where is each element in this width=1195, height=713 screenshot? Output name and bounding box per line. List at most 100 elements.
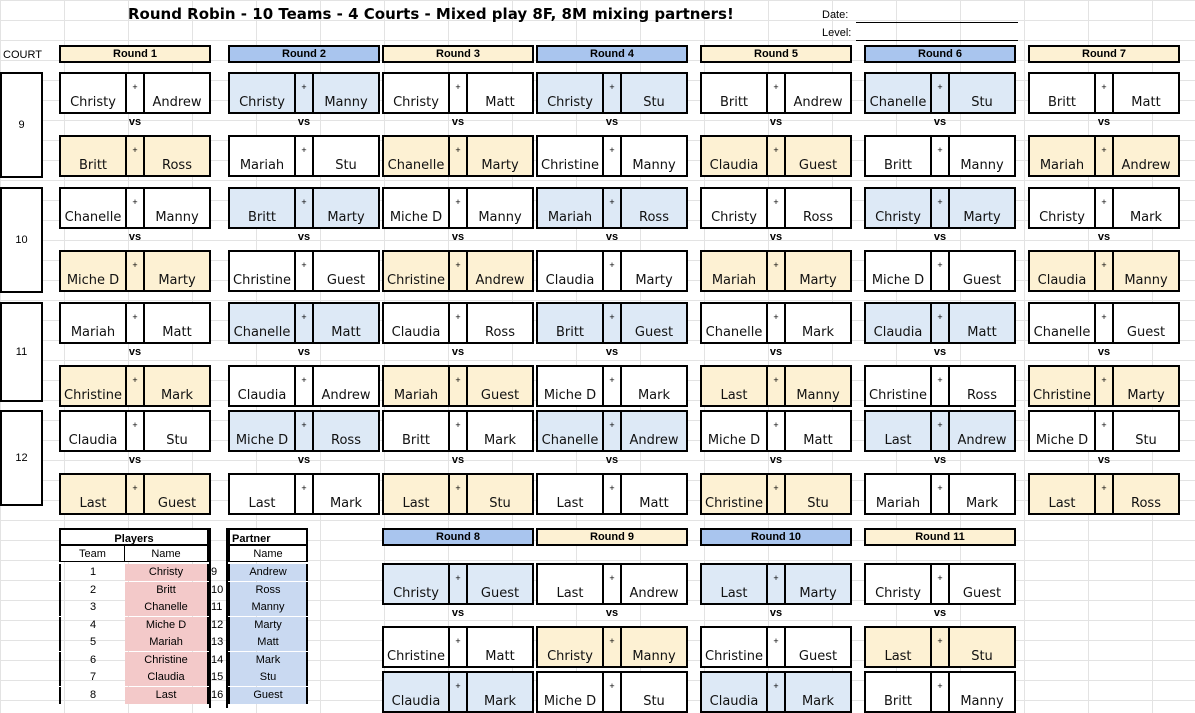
- player-name[interactable]: Mariah: [702, 252, 768, 290]
- player-name[interactable]: Chanelle: [61, 189, 127, 227]
- player-name[interactable]: Britt: [61, 137, 127, 175]
- player-name[interactable]: Andrew: [620, 412, 686, 450]
- player-name[interactable]: Christy: [230, 74, 296, 112]
- player-name[interactable]: Ross: [948, 367, 1014, 405]
- player-name[interactable]: Andrew: [948, 412, 1014, 450]
- player-name[interactable]: Matt: [948, 304, 1014, 342]
- player-name[interactable]: Manny: [620, 137, 686, 175]
- player-name[interactable]: Manny: [948, 137, 1014, 175]
- player-name[interactable]: Matt: [466, 628, 532, 666]
- player-name[interactable]: Christy: [538, 628, 604, 666]
- player-name[interactable]: Mariah: [866, 475, 932, 513]
- player-name[interactable]: Britt: [866, 673, 932, 711]
- player-name[interactable]: Manny: [784, 367, 850, 405]
- player-name[interactable]: Mark: [620, 367, 686, 405]
- player-name[interactable]: Mariah: [1030, 137, 1096, 175]
- player-name[interactable]: Last: [702, 565, 768, 603]
- player-name[interactable]: Mark: [784, 304, 850, 342]
- player-name[interactable]: Matt: [784, 412, 850, 450]
- player-name[interactable]: Chanelle: [230, 304, 296, 342]
- player-name[interactable]: Andrew: [143, 74, 209, 112]
- player-name[interactable]: Matt: [143, 304, 209, 342]
- player-name[interactable]: Stu: [620, 673, 686, 711]
- player-name[interactable]: Britt: [866, 137, 932, 175]
- player-name[interactable]: Christy: [384, 565, 450, 603]
- date-field[interactable]: [856, 22, 1018, 23]
- player-name[interactable]: Stu: [466, 475, 532, 513]
- player-name[interactable]: Matt: [466, 74, 532, 112]
- player-name[interactable]: Guest: [143, 475, 209, 513]
- player-name[interactable]: Claudia: [866, 304, 932, 342]
- player-name[interactable]: Guest: [948, 252, 1014, 290]
- player-name[interactable]: Marty: [784, 252, 850, 290]
- player-name[interactable]: Stu: [143, 412, 209, 450]
- player-name[interactable]: Britt: [1030, 74, 1096, 112]
- player-name[interactable]: Ross: [312, 412, 378, 450]
- player-name[interactable]: Ross: [1112, 475, 1178, 513]
- player-name[interactable]: Christine: [384, 628, 450, 666]
- player-name[interactable]: Stu: [312, 137, 378, 175]
- player-name[interactable]: Chanelle: [1030, 304, 1096, 342]
- player-name[interactable]: Ross: [784, 189, 850, 227]
- player-name[interactable]: Mariah: [538, 189, 604, 227]
- player-name[interactable]: Christy: [866, 189, 932, 227]
- player-name[interactable]: Claudia: [538, 252, 604, 290]
- player-name[interactable]: Ross: [620, 189, 686, 227]
- player-name[interactable]: Marty: [784, 565, 850, 603]
- player-name[interactable]: Marty: [466, 137, 532, 175]
- player-name[interactable]: Marty: [312, 189, 378, 227]
- player-name[interactable]: Andrew: [1112, 137, 1178, 175]
- player-name[interactable]: Guest: [784, 137, 850, 175]
- player-name[interactable]: Claudia: [230, 367, 296, 405]
- player-name[interactable]: Britt: [702, 74, 768, 112]
- player-name[interactable]: Britt: [230, 189, 296, 227]
- player-name[interactable]: Britt: [384, 412, 450, 450]
- player-name[interactable]: Guest: [948, 565, 1014, 603]
- player-name[interactable]: Miche D: [61, 252, 127, 290]
- player-name[interactable]: Christine: [702, 475, 768, 513]
- player-name[interactable]: Christine: [230, 252, 296, 290]
- player-name[interactable]: Andrew: [784, 74, 850, 112]
- player-name[interactable]: Andrew: [620, 565, 686, 603]
- player-name[interactable]: Chanelle: [538, 412, 604, 450]
- player-name[interactable]: Miche D: [702, 412, 768, 450]
- player-name[interactable]: Manny: [466, 189, 532, 227]
- player-name[interactable]: Christine: [538, 137, 604, 175]
- player-name[interactable]: Mark: [948, 475, 1014, 513]
- player-name[interactable]: Christine: [384, 252, 450, 290]
- player-name[interactable]: Mark: [143, 367, 209, 405]
- player-name[interactable]: Marty: [1112, 367, 1178, 405]
- player-name[interactable]: Claudia: [1030, 252, 1096, 290]
- player-name[interactable]: Last: [61, 475, 127, 513]
- player-name[interactable]: Ross: [466, 304, 532, 342]
- player-name[interactable]: Christine: [702, 628, 768, 666]
- player-name[interactable]: Last: [538, 475, 604, 513]
- player-name[interactable]: Last: [538, 565, 604, 603]
- player-name[interactable]: Manny: [948, 673, 1014, 711]
- player-name[interactable]: Christine: [1030, 367, 1096, 405]
- player-name[interactable]: Last: [866, 628, 932, 666]
- player-name[interactable]: Miche D: [538, 367, 604, 405]
- player-name[interactable]: Miche D: [384, 189, 450, 227]
- player-name[interactable]: Last: [702, 367, 768, 405]
- player-name[interactable]: Guest: [1112, 304, 1178, 342]
- player-name[interactable]: Manny: [620, 628, 686, 666]
- player-name[interactable]: Marty: [143, 252, 209, 290]
- player-name[interactable]: Mariah: [61, 304, 127, 342]
- player-name[interactable]: Claudia: [384, 673, 450, 711]
- player-name[interactable]: Matt: [312, 304, 378, 342]
- player-name[interactable]: Christy: [61, 74, 127, 112]
- player-name[interactable]: Miche D: [230, 412, 296, 450]
- player-name[interactable]: Marty: [620, 252, 686, 290]
- player-name[interactable]: Christy: [866, 565, 932, 603]
- player-name[interactable]: Stu: [948, 74, 1014, 112]
- player-name[interactable]: Chanelle: [866, 74, 932, 112]
- player-name[interactable]: Andrew: [312, 367, 378, 405]
- player-name[interactable]: Last: [1030, 475, 1096, 513]
- player-name[interactable]: Andrew: [466, 252, 532, 290]
- player-name[interactable]: Stu: [784, 475, 850, 513]
- player-name[interactable]: Claudia: [702, 137, 768, 175]
- player-name[interactable]: Matt: [620, 475, 686, 513]
- player-name[interactable]: Britt: [538, 304, 604, 342]
- player-name[interactable]: Ross: [143, 137, 209, 175]
